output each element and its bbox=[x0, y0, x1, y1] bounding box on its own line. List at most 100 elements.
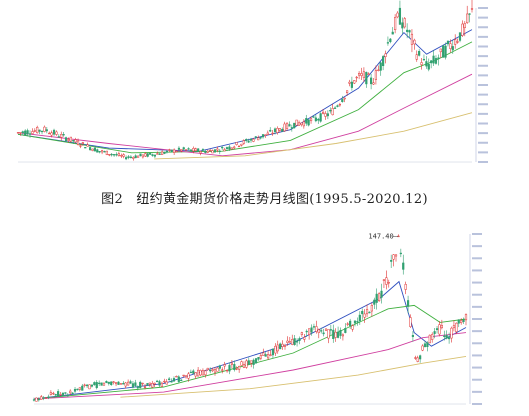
candle-body bbox=[76, 140, 80, 146]
candle-body bbox=[230, 147, 233, 150]
candle-body bbox=[197, 369, 200, 377]
candle-body bbox=[88, 384, 91, 390]
candle-body bbox=[261, 134, 265, 138]
candle-body bbox=[242, 364, 246, 368]
candle-body bbox=[315, 326, 318, 332]
candle-body bbox=[55, 131, 58, 135]
candle-body bbox=[117, 381, 120, 385]
candle-body bbox=[367, 73, 370, 75]
candle-body bbox=[346, 323, 349, 325]
candle-body bbox=[454, 39, 457, 45]
candle-body bbox=[437, 57, 440, 60]
candle-body bbox=[240, 361, 243, 366]
candle-body bbox=[362, 71, 365, 78]
candle-body bbox=[146, 153, 149, 157]
candle-body bbox=[425, 61, 428, 67]
candle-body bbox=[341, 334, 345, 337]
candle-body bbox=[394, 254, 398, 257]
candle-body bbox=[129, 381, 132, 384]
candle-body bbox=[365, 309, 369, 315]
candle-body bbox=[321, 111, 325, 114]
oil-chart-canvas: 147.40 bbox=[32, 232, 482, 405]
candle-body bbox=[143, 386, 147, 388]
candle-body bbox=[61, 392, 65, 397]
candle-body bbox=[165, 381, 168, 385]
candle-body bbox=[421, 345, 424, 351]
candle-body bbox=[470, 8, 474, 10]
candle-body bbox=[391, 31, 394, 35]
candle-body bbox=[194, 148, 197, 151]
candle-body bbox=[449, 43, 452, 49]
candle-body bbox=[209, 149, 212, 152]
candle-body bbox=[66, 394, 69, 397]
price-axis-tick bbox=[478, 84, 488, 86]
candle-body bbox=[163, 152, 166, 154]
candle-body bbox=[124, 382, 127, 387]
candle-body bbox=[460, 320, 463, 324]
candle-body bbox=[57, 136, 60, 138]
price-axis-tick bbox=[478, 151, 488, 154]
candle-body bbox=[84, 147, 87, 149]
candle-body bbox=[117, 153, 120, 156]
candle-body bbox=[295, 341, 299, 343]
candle-body bbox=[450, 327, 453, 339]
candle-body bbox=[266, 132, 269, 135]
candle-body bbox=[144, 153, 147, 157]
candle-body bbox=[33, 130, 36, 132]
candle-body bbox=[461, 23, 464, 36]
candle-body bbox=[351, 325, 354, 330]
candle-body bbox=[122, 154, 125, 157]
candle-body bbox=[83, 384, 86, 386]
candle-body bbox=[279, 343, 282, 350]
price-axis-tick bbox=[478, 122, 488, 125]
price-axis-tick bbox=[472, 318, 482, 320]
candle-body bbox=[146, 383, 149, 386]
candle-body bbox=[440, 325, 443, 329]
candle-body bbox=[81, 385, 84, 391]
candle-body bbox=[163, 380, 166, 383]
candle-body bbox=[402, 262, 405, 270]
moving-average-ma_longest bbox=[154, 112, 473, 160]
candle-body bbox=[180, 379, 183, 382]
price-axis-tick bbox=[472, 342, 482, 345]
candle-body bbox=[177, 376, 180, 382]
candle-body bbox=[468, 13, 471, 15]
candle-body bbox=[35, 397, 38, 402]
price-axis-tick bbox=[472, 354, 482, 357]
gold-futures-monthly-chart bbox=[0, 0, 529, 170]
candle-body bbox=[375, 293, 378, 303]
candle-body bbox=[95, 382, 98, 389]
candle-body bbox=[406, 29, 409, 32]
candle-body bbox=[455, 322, 458, 333]
candle-body bbox=[324, 328, 328, 331]
candle-body bbox=[134, 155, 137, 159]
price-axis-tick bbox=[478, 64, 488, 67]
candle-body bbox=[36, 126, 39, 134]
candle-body bbox=[175, 375, 178, 378]
candle-body bbox=[399, 252, 402, 255]
candle-body bbox=[112, 381, 115, 383]
candle-body bbox=[139, 381, 142, 388]
candle-body bbox=[285, 122, 289, 129]
candle-body bbox=[44, 397, 48, 399]
candle-body bbox=[103, 151, 106, 153]
candle-body bbox=[336, 105, 339, 107]
candle-body bbox=[187, 148, 190, 150]
candle-body bbox=[218, 150, 221, 153]
candle-body bbox=[420, 62, 423, 65]
candle-body bbox=[386, 42, 390, 44]
candle-body bbox=[423, 343, 427, 348]
candle-body bbox=[245, 360, 248, 368]
candle-body bbox=[59, 394, 62, 396]
candle-body bbox=[283, 123, 286, 132]
candle-body bbox=[281, 343, 284, 347]
candle-body bbox=[331, 108, 334, 116]
candle-body bbox=[71, 392, 74, 395]
candle-body bbox=[343, 97, 346, 100]
candle-body bbox=[151, 154, 154, 156]
candle-body bbox=[286, 340, 289, 343]
figure-caption: 图2 纽约黄金期货价格走势月线图(1995.5-2020.12) bbox=[101, 192, 428, 207]
candle-body bbox=[132, 156, 135, 159]
candle-body bbox=[443, 335, 446, 337]
candle-body bbox=[177, 147, 181, 150]
